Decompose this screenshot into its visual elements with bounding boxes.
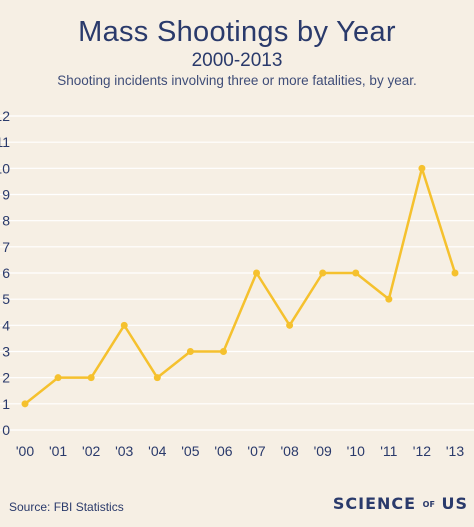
x-tick-label-3: '03 [115,443,133,459]
y-tick-label-1: 1 [2,396,10,412]
y-tick-label-3: 3 [2,344,10,360]
chart-description: Shooting incidents involving three or mo… [57,73,417,88]
data-point-11 [385,295,393,303]
y-tick-label-4: 4 [2,317,10,333]
x-tick-label-13: '13 [446,443,464,459]
y-tick-label-12: 12 [0,108,10,124]
y-tick-label-10: 10 [0,160,10,176]
data-point-5 [186,348,194,355]
x-tick-label-6: '06 [214,443,232,459]
data-point-6 [219,348,227,355]
chart-subtitle: 2000-2013 [191,50,283,71]
y-tick-label-6: 6 [2,265,10,281]
brand-logo: SCIENCE OF US [333,494,468,513]
x-tick-label-4: '04 [148,443,166,459]
brand-text-us: US [441,494,468,513]
x-tick-label-7: '07 [247,443,265,459]
y-axis-ticks: 0123456789101112 [0,108,10,438]
brand-text-of: OF [422,500,435,509]
data-point-9 [319,269,327,277]
brand-text-science: SCIENCE [332,494,417,513]
x-tick-label-1: '01 [49,443,67,459]
y-tick-label-0: 0 [2,422,10,438]
data-point-2 [87,374,95,382]
data-point-4 [153,374,161,382]
x-tick-label-9: '09 [314,443,332,459]
y-tick-label-2: 2 [2,370,10,386]
data-point-8 [286,321,294,329]
x-tick-label-12: '12 [413,443,431,459]
x-tick-label-0: '00 [16,443,34,459]
x-axis-ticks: '00 '01 '02 '03 '04 '05 '06 '07 '08 '09 '10 '11 '12 '… [16,443,464,459]
x-tick-label-11: '11 [380,443,397,459]
y-tick-label-9: 9 [2,187,10,203]
x-tick-label-5: '05 [181,443,199,459]
y-tick-label-5: 5 [2,291,10,307]
x-tick-label-8: '08 [280,443,298,459]
data-point-10 [352,269,360,277]
data-point-7 [253,269,261,277]
data-point-13 [451,269,459,277]
grid-layer [0,115,474,431]
x-tick-label-10: '10 [347,443,365,459]
series-points-layer [21,164,459,408]
chart-title: Mass Shootings by Year [78,16,396,48]
data-point-3 [120,321,128,329]
data-point-0 [21,400,29,408]
y-tick-label-11: 11 [0,134,10,150]
x-tick-label-2: '02 [82,443,100,459]
series-line-layer [23,167,457,406]
series-line [23,167,457,406]
data-point-1 [54,374,62,382]
y-tick-label-7: 7 [2,239,10,255]
y-tick-label-8: 8 [2,213,10,229]
source-note: Source: FBI Statistics [9,500,124,514]
data-point-12 [418,164,426,172]
